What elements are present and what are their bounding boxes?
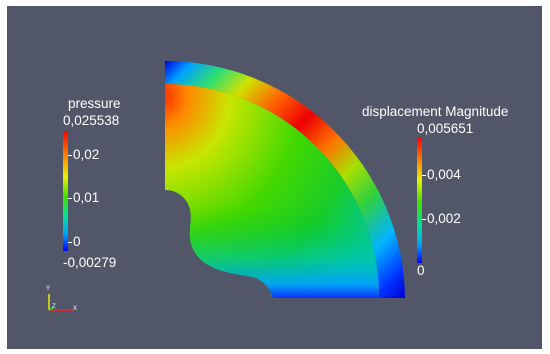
displacement-tick-mark xyxy=(422,219,426,220)
displacement-legend-max: 0,005651 xyxy=(417,121,474,136)
axis-x-label: X xyxy=(73,306,78,312)
displacement-tick-label: 0,002 xyxy=(427,211,461,226)
outer-shell xyxy=(165,61,405,298)
pressure-legend-min: -0,00279 xyxy=(63,255,117,270)
axis-z-label: Z xyxy=(52,304,56,310)
inner-body-shade xyxy=(165,84,379,298)
displacement-legend-title: displacement Magnitude xyxy=(362,104,509,119)
orientation-axes xyxy=(48,294,73,311)
axis-y-label: Y xyxy=(46,286,51,292)
render-viewport[interactable]: pressure 0,025538 0,02 0,01 0 -0,00279 d… xyxy=(7,6,542,349)
pressure-tick-mark xyxy=(68,155,72,156)
displacement-tick-label: 0,004 xyxy=(427,167,461,182)
z-axis-line xyxy=(48,307,54,311)
pressure-tick-mark xyxy=(68,198,72,199)
pressure-legend-max: 0,025538 xyxy=(63,113,120,128)
pressure-tick-label: 0 xyxy=(73,234,81,249)
pressure-tick-label: 0,01 xyxy=(73,190,100,205)
pressure-legend-title: pressure xyxy=(68,96,121,111)
pressure-tick-mark xyxy=(68,242,72,243)
displacement-tick-mark xyxy=(422,175,426,176)
pressure-tick-label: 0,02 xyxy=(73,147,100,162)
mesh-render[interactable] xyxy=(7,6,542,349)
pressure-colorbar xyxy=(63,131,68,251)
displacement-colorbar xyxy=(417,137,422,263)
displacement-tick-label: 0 xyxy=(417,263,425,278)
